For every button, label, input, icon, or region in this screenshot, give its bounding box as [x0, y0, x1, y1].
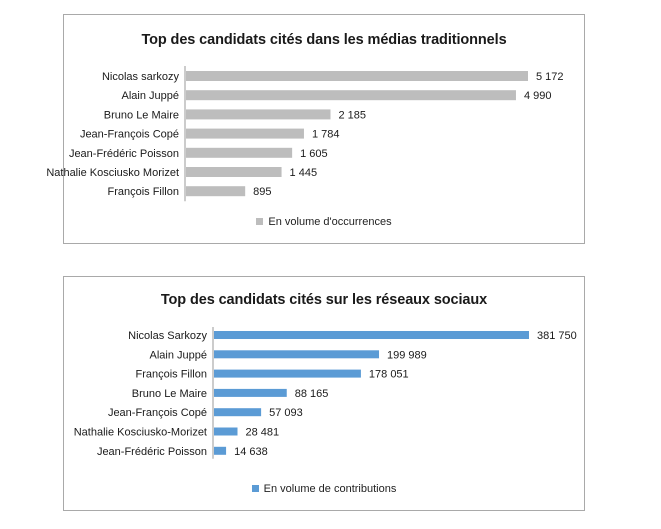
category-label: Jean-François Copé	[80, 129, 179, 141]
bar	[214, 388, 287, 397]
bar	[186, 147, 293, 158]
legend-swatch	[256, 217, 264, 225]
chart-title: Top des candidats cités dans les médias …	[141, 32, 507, 48]
data-label: 4 990	[524, 90, 552, 102]
bar	[214, 446, 227, 455]
data-label: 895	[253, 186, 271, 198]
category-label: François Fillon	[135, 369, 207, 381]
data-label: 199 989	[387, 349, 427, 361]
category-label: Jean-Frédéric Poisson	[97, 446, 207, 458]
bar	[214, 350, 380, 359]
category-label: Jean-François Copé	[108, 407, 207, 419]
data-label: 88 165	[295, 388, 329, 400]
data-label: 178 051	[369, 369, 409, 381]
data-label: 2 185	[338, 109, 366, 121]
bar	[214, 369, 361, 378]
chart-legend: En volume de contributions	[64, 483, 584, 495]
bar	[186, 186, 246, 197]
bar	[186, 167, 282, 177]
legend-swatch	[251, 484, 259, 492]
bar	[214, 331, 529, 339]
legend-label: En volume de contributions	[263, 483, 397, 495]
category-label: Nathalie Kosciusko Morizet	[46, 167, 179, 179]
chart-legend: En volume d'occurrences	[64, 216, 584, 228]
bar-chart-social-networks: Nicolas Sarkozy 381 750 Alain Juppé 199 989…	[74, 327, 577, 459]
data-label: 28 481	[246, 427, 280, 439]
category-label: Alain Juppé	[122, 90, 180, 102]
category-label: Bruno Le Maire	[132, 388, 207, 400]
chart-panel-traditional-media: Top des candidats cités dans les médias …	[46, 14, 585, 244]
category-label: Nicolas Sarkozy	[128, 330, 207, 342]
bar	[186, 90, 516, 101]
bar	[186, 71, 528, 81]
category-label: Bruno Le Maire	[104, 109, 179, 121]
legend-label: En volume d'occurrences	[268, 216, 392, 228]
category-label: Nathalie Kosciusko-Morizet	[74, 427, 207, 439]
data-label: 14 638	[234, 446, 268, 458]
data-label: 381 750	[537, 330, 577, 342]
bar-chart-traditional-media: Nicolas sarkozy 5 172 Alain Juppé 4 990 Brun…	[46, 66, 564, 202]
category-label: Nicolas sarkozy	[102, 71, 180, 83]
bar	[214, 427, 238, 436]
category-label: Jean-Frédéric Poisson	[69, 148, 179, 160]
data-label: 5 172	[536, 71, 564, 83]
category-label: François Fillon	[107, 186, 179, 198]
data-label: 57 093	[269, 407, 303, 419]
data-label: 1 784	[312, 129, 340, 141]
category-label: Alain Juppé	[150, 349, 208, 361]
bar	[214, 408, 262, 417]
bar	[186, 128, 304, 139]
chart-panel-social-networks: Top des candidats cités sur les réseaux …	[63, 276, 585, 511]
bar	[186, 109, 331, 120]
data-label: 1 605	[300, 148, 328, 160]
chart-title: Top des candidats cités sur les réseaux …	[160, 292, 488, 308]
data-label: 1 445	[290, 167, 318, 179]
